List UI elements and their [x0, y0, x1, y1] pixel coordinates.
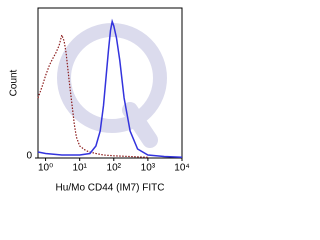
x-tick-label: 10⁴	[174, 163, 189, 174]
watermark	[57, 23, 167, 148]
x-tick-label: 10³	[141, 163, 156, 174]
x-tick-label: 10⁰	[38, 163, 53, 174]
histogram-line	[37, 18, 183, 159]
y-axis-label: Count	[9, 69, 20, 96]
y-tick-label: 0	[26, 151, 32, 162]
chart: Count Hu/Mo CD44 (IM7) FITC 10⁰ 10¹ 10² 10³…	[9, 7, 190, 194]
x-tick-label: 10²	[107, 163, 122, 174]
plot-frame	[37, 7, 183, 159]
x-tick-label: 10¹	[72, 163, 87, 174]
x-axis-label: Hu/Mo CD44 (IM7) FITC	[56, 183, 165, 194]
histogram-line	[37, 33, 148, 158]
